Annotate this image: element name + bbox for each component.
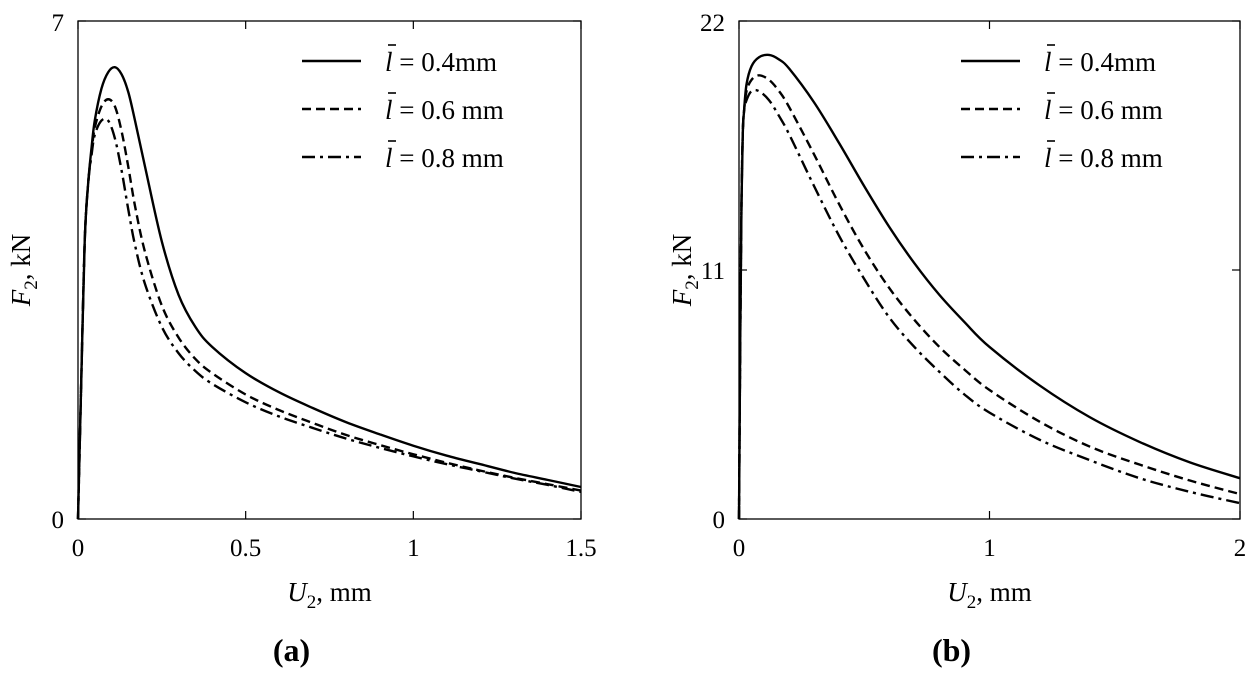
y-axis-label: F2, kN: [667, 234, 703, 308]
legend-entry-3: l = 0.8 mm: [1044, 143, 1163, 173]
legend-entry-2: l = 0.6 mm: [1044, 95, 1163, 125]
plot-frame: [738, 20, 1241, 520]
y-axis-var: F: [667, 289, 697, 307]
y-tick-label: 0: [713, 507, 726, 534]
y-tick-label: 22: [700, 10, 725, 37]
panel-label: (a): [273, 632, 310, 668]
x-tick-label: 1.5: [565, 535, 596, 562]
legend-entry-2: l = 0.6 mm: [385, 95, 504, 125]
x-axis-label: U2, mm: [287, 577, 372, 613]
legend-text: = 0.8 mm: [393, 143, 504, 173]
y-axis-label: F2, kN: [6, 234, 42, 308]
x-tick-label: 1: [983, 535, 996, 562]
legend-entry-1: l = 0.4mm: [385, 47, 497, 77]
x-axis-sub: 2: [967, 592, 977, 613]
y-tick-label: 7: [52, 10, 65, 37]
x-axis-unit: , mm: [316, 577, 372, 607]
legend-var: l: [1044, 95, 1052, 125]
y-tick-label: 0: [52, 507, 65, 534]
x-tick-label: 0: [733, 535, 746, 562]
legend-var: l: [385, 47, 393, 77]
x-tick-label: 2: [1234, 535, 1247, 562]
legend-var: l: [1044, 47, 1052, 77]
legend-text: = 0.6 mm: [393, 95, 504, 125]
legend-var: l: [385, 143, 393, 173]
x-axis-var: U: [287, 577, 308, 607]
series-line-1: [737, 53, 1241, 520]
y-axis-var: F: [6, 289, 36, 307]
x-tick-label: 0: [72, 535, 85, 562]
y-axis-unit: , kN: [6, 234, 36, 281]
legend-entry-3: l = 0.8 mm: [385, 143, 504, 173]
x-tick-label: 1: [407, 535, 420, 562]
x-tick-label: 0.5: [230, 535, 261, 562]
x-axis-sub: 2: [307, 592, 317, 613]
y-axis-unit: , kN: [667, 234, 697, 281]
series-line-1: [76, 66, 582, 520]
y-tick-label: 11: [701, 258, 725, 285]
y-axis-sub: 2: [21, 280, 42, 290]
legend-var: l: [385, 95, 393, 125]
y-axis-sub: 2: [682, 280, 703, 290]
x-axis-unit: , mm: [976, 577, 1032, 607]
legend-text: = 0.4mm: [393, 47, 497, 77]
panel-label: (b): [932, 632, 971, 668]
legend-entry-1: l = 0.4mm: [1044, 47, 1156, 77]
legend-var: l: [1044, 143, 1052, 173]
series-line-3: [737, 88, 1241, 520]
x-axis-label: U2, mm: [947, 577, 1032, 613]
x-axis-var: U: [947, 577, 968, 607]
plot-frame: [77, 20, 582, 520]
legend-text: = 0.8 mm: [1052, 143, 1163, 173]
legend-text: = 0.4mm: [1052, 47, 1156, 77]
series-line-3: [76, 117, 582, 520]
legend-text: = 0.6 mm: [1052, 95, 1163, 125]
